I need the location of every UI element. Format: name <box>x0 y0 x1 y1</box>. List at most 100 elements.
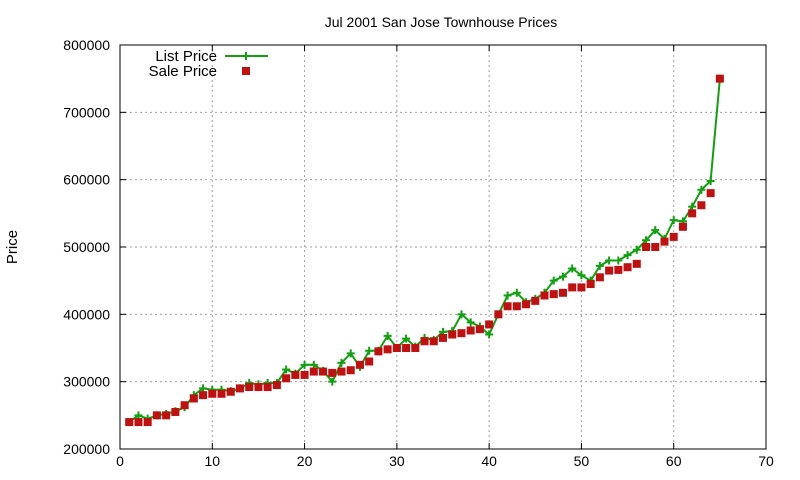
list-price-point <box>577 271 586 280</box>
sale-price-point <box>485 320 494 329</box>
sale-price-point <box>577 283 586 292</box>
list-price-point <box>669 216 678 225</box>
y-tick-label: 300000 <box>63 374 110 390</box>
sale-price-point <box>540 291 549 300</box>
x-tick-label: 50 <box>574 453 590 469</box>
sale-price-point <box>586 280 595 289</box>
sale-price-point <box>448 330 457 339</box>
sale-price-point <box>208 389 217 398</box>
list-price-point <box>651 226 660 235</box>
x-tick-label: 0 <box>116 453 124 469</box>
sale-price-point <box>439 333 447 342</box>
list-price-point <box>688 202 697 211</box>
sale-price-point <box>245 383 254 392</box>
sale-price-point <box>411 344 420 352</box>
list-price-point <box>328 377 337 386</box>
list-price-point <box>383 331 392 340</box>
sale-price-point <box>291 370 300 379</box>
sale-price-point <box>328 368 337 377</box>
sale-price-point <box>226 387 235 396</box>
sale-price-point <box>152 411 161 420</box>
sale-price-point <box>383 345 392 354</box>
sale-price-point <box>429 337 438 346</box>
sale-price-point <box>309 367 318 376</box>
sale-price-point <box>180 401 189 410</box>
sale-price-point <box>512 302 521 311</box>
list-price-point <box>134 411 143 420</box>
list-price-point <box>199 384 208 393</box>
series-line-list-price <box>128 78 721 423</box>
sale-price-point <box>715 74 724 83</box>
sale-price-point <box>688 209 697 218</box>
sale-price-point <box>282 374 291 383</box>
x-tick-label: 30 <box>389 453 405 469</box>
list-price-point <box>512 288 521 297</box>
x-tick-label: 10 <box>204 453 220 469</box>
list-price-point <box>365 346 374 355</box>
sale-price-point <box>374 347 383 356</box>
sale-price-point <box>475 325 484 334</box>
sale-price-point <box>660 237 669 246</box>
legend-sample-sale-price <box>242 67 250 75</box>
sale-price-point <box>125 418 134 427</box>
list-price-point <box>706 177 715 186</box>
sale-price-point <box>466 326 475 335</box>
sale-price-point <box>531 296 540 305</box>
sale-price-point <box>614 265 623 274</box>
sale-price-point <box>623 263 632 272</box>
y-tick-label: 700000 <box>63 104 110 120</box>
sale-price-point <box>346 366 355 375</box>
sale-price-point <box>678 222 687 231</box>
x-tick-label: 20 <box>297 453 313 469</box>
list-price-point <box>337 358 346 367</box>
list-price-point <box>642 236 651 245</box>
sale-price-point <box>254 383 263 392</box>
grid-layer <box>120 45 766 449</box>
sale-price-point <box>355 360 364 369</box>
legend-marker-sale-price <box>242 67 250 75</box>
list-price-point <box>346 349 355 358</box>
y-tick-label: 600000 <box>63 172 110 188</box>
sale-price-point <box>420 337 429 346</box>
sale-price-point <box>568 283 577 292</box>
x-tick-label: 70 <box>758 453 774 469</box>
legend-label-sale-price: Sale Price <box>149 63 217 80</box>
x-tick-label: 60 <box>666 453 682 469</box>
sale-price-point <box>300 370 309 379</box>
list-price-point <box>457 310 466 319</box>
sale-price-point <box>549 290 558 299</box>
sale-price-point <box>319 367 328 376</box>
sale-price-point <box>595 273 604 282</box>
sale-price-point <box>272 381 281 390</box>
list-price-point <box>466 318 475 327</box>
list-price-point <box>558 272 567 281</box>
list-price-point <box>300 360 309 369</box>
list-price-point <box>402 334 411 343</box>
legend-sample-list-price <box>225 52 268 60</box>
sale-price-point <box>522 300 531 309</box>
legend-label-list-price: List Price <box>155 48 217 65</box>
sale-price-point <box>494 310 503 319</box>
series-layer <box>125 74 724 427</box>
sale-price-point <box>457 329 466 338</box>
legend: List Price Sale Price <box>149 48 268 80</box>
list-price-point <box>549 276 558 285</box>
list-price-point <box>623 251 632 260</box>
sale-price-point <box>235 384 244 393</box>
sale-price-point <box>162 411 171 420</box>
y-tick-label: 800000 <box>63 37 110 53</box>
sale-price-point <box>365 357 374 366</box>
sale-price-point <box>134 418 143 427</box>
sale-price-point <box>189 394 198 403</box>
list-price-point <box>632 245 641 254</box>
sale-price-point <box>199 391 208 400</box>
list-price-point <box>485 330 494 339</box>
list-price-point <box>309 360 318 369</box>
list-price-point <box>503 291 512 300</box>
list-price-point <box>568 264 577 273</box>
list-price-point <box>614 256 623 265</box>
sale-price-point <box>558 288 567 297</box>
y-tick-label: 200000 <box>63 441 110 457</box>
